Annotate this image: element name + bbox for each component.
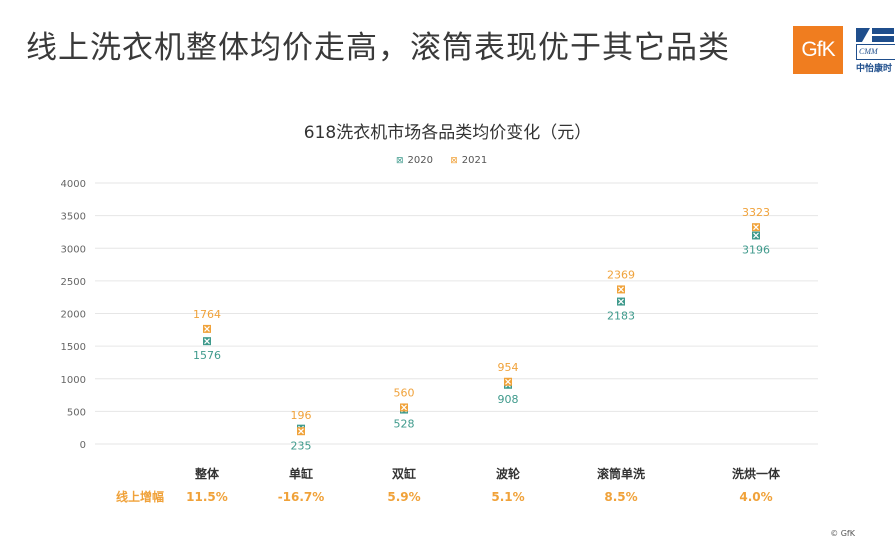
legend-item-2021: ⊠ 2021 (450, 155, 487, 166)
data-label-2021: 560 (394, 386, 415, 399)
y-tick-label: 0 (80, 440, 86, 451)
data-label-2021: 2369 (607, 268, 635, 281)
point-2021 (297, 427, 305, 436)
growth-value: 5.9% (387, 490, 420, 504)
y-tick-label: 2000 (61, 310, 86, 321)
growth-value: -16.7% (278, 490, 325, 504)
chart-legend: ⊠ 2020 ⊠ 2021 (396, 155, 501, 166)
data-label-2021: 954 (498, 361, 519, 374)
legend-marker-2020-icon: ⊠ (396, 156, 404, 166)
gfk-logo: GfK (793, 26, 843, 74)
growth-value: 11.5% (186, 490, 228, 504)
point-2021 (400, 403, 408, 412)
data-label-2020: 908 (498, 393, 519, 406)
data-label-2021: 3323 (742, 206, 770, 219)
x-category-label: 双缸 (392, 466, 416, 481)
cmm-logo-text: CMM (856, 44, 895, 60)
x-category-label: 洗烘一体 (732, 466, 781, 481)
point-2020 (203, 337, 211, 346)
legend-label-2020: 2020 (407, 155, 433, 166)
cmm-logo-cn: 中怡康时 (856, 64, 893, 74)
x-category-label: 滚筒单洗 (597, 466, 645, 481)
y-tick-label: 3500 (61, 212, 86, 223)
y-tick-label: 4000 (61, 179, 86, 190)
point-2020 (617, 297, 625, 306)
page-headline: 线上洗衣机整体均价走高，滚筒表现优于其它品类 (26, 30, 730, 66)
x-category-label: 波轮 (496, 466, 521, 481)
source-note: © GfK (830, 529, 855, 538)
data-label-2020: 3196 (742, 243, 770, 256)
legend-marker-2021-icon: ⊠ (450, 156, 458, 166)
point-2021 (203, 324, 211, 333)
point-2021 (617, 285, 625, 294)
growth-row-label: 线上增幅 (116, 489, 164, 504)
data-label-2021: 1764 (193, 308, 221, 321)
legend-item-2020: ⊠ 2020 (396, 155, 433, 166)
y-tick-label: 2500 (61, 277, 86, 288)
chart-title: 618洗衣机市场各品类均价变化（元） (303, 123, 592, 143)
data-label-2020: 528 (394, 418, 415, 431)
x-category-label: 整体 (194, 466, 220, 481)
cmm-logo: CMM 中怡康时 (852, 26, 895, 74)
y-tick-label: 3000 (61, 244, 86, 255)
data-label-2020: 235 (291, 440, 312, 453)
y-tick-label: 500 (67, 407, 86, 418)
y-tick-label: 1500 (61, 342, 86, 353)
data-label-2021: 196 (291, 409, 312, 422)
growth-value: 4.0% (739, 490, 772, 504)
point-2021 (752, 223, 760, 232)
growth-value: 5.1% (491, 490, 524, 504)
data-label-2020: 1576 (193, 349, 221, 362)
data-label-2020: 2183 (607, 310, 635, 323)
y-tick-label: 1000 (61, 375, 86, 386)
x-category-label: 单缸 (289, 466, 313, 481)
point-2020 (752, 231, 760, 240)
growth-value: 8.5% (604, 490, 637, 504)
legend-label-2021: 2021 (461, 155, 488, 166)
point-2021 (504, 377, 512, 386)
